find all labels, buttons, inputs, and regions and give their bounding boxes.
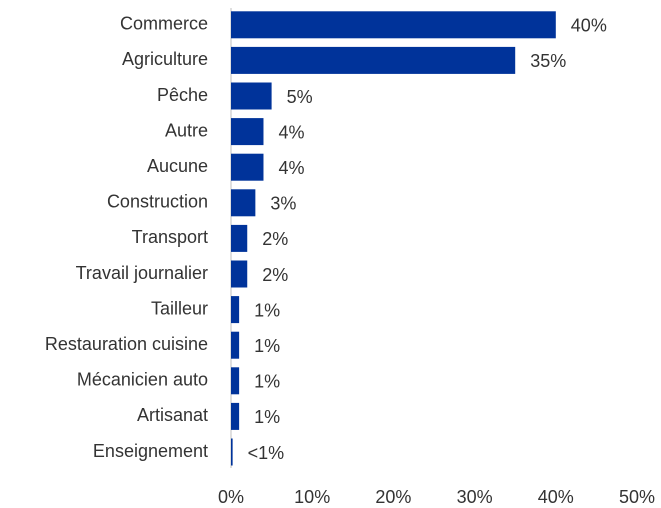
y-tick-label: Restauration cuisine — [45, 334, 208, 354]
bar — [231, 189, 256, 217]
value-label: 2% — [262, 229, 288, 249]
bar — [231, 224, 248, 252]
value-label: 4% — [278, 122, 304, 142]
y-tick-label: Agriculture — [122, 49, 208, 69]
value-label: 1% — [254, 336, 280, 356]
bar — [231, 260, 248, 288]
bar — [231, 438, 233, 466]
value-label: 1% — [254, 407, 280, 427]
bar — [231, 402, 240, 430]
x-tick-label: 20% — [375, 487, 411, 507]
value-label: 5% — [287, 87, 313, 107]
x-tick-label: 40% — [538, 487, 574, 507]
y-tick-label: Construction — [107, 192, 208, 212]
value-label: 35% — [530, 51, 566, 71]
x-tick-label: 10% — [294, 487, 330, 507]
bar — [231, 11, 556, 39]
bar — [231, 46, 516, 74]
y-tick-label: Artisanat — [137, 405, 208, 425]
y-tick-label: Commerce — [120, 14, 208, 34]
y-tick-label: Autre — [165, 120, 208, 140]
y-tick-label: Aucune — [147, 156, 208, 176]
bar — [231, 82, 272, 110]
x-tick-label: 0% — [218, 487, 244, 507]
x-tick-label: 30% — [457, 487, 493, 507]
y-tick-label: Travail journalier — [76, 263, 208, 283]
value-label: 2% — [262, 265, 288, 285]
y-tick-label: Tailleur — [151, 298, 208, 318]
y-tick-label: Transport — [132, 227, 208, 247]
value-label: 40% — [571, 16, 607, 36]
value-label: 3% — [270, 194, 296, 214]
bar — [231, 153, 264, 181]
value-label: <1% — [248, 443, 285, 463]
y-tick-label: Mécanicien auto — [77, 370, 208, 390]
x-tick-label: 50% — [619, 487, 655, 507]
bar — [231, 367, 240, 395]
value-label: 1% — [254, 372, 280, 392]
value-label: 1% — [254, 300, 280, 320]
value-label: 4% — [278, 158, 304, 178]
bar — [231, 118, 264, 146]
bar — [231, 296, 240, 324]
y-tick-label: Pêche — [157, 85, 208, 105]
y-tick-label: Enseignement — [93, 441, 208, 461]
bar — [231, 331, 240, 359]
